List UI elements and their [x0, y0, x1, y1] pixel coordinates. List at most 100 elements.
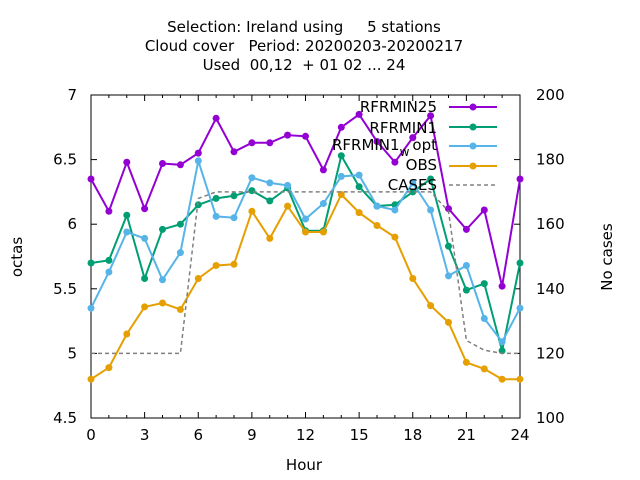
data-point — [141, 275, 149, 282]
y2-tick-label: 160 — [536, 215, 565, 233]
data-point — [159, 225, 166, 233]
data-point — [194, 157, 202, 165]
data-point — [480, 206, 488, 214]
data-point — [302, 215, 309, 223]
data-point — [462, 225, 470, 233]
data-point — [516, 375, 524, 383]
data-point — [445, 205, 452, 213]
chart-title: Selection: Ireland using 5 stations Clou… — [145, 18, 463, 74]
x-tick-label: 21 — [457, 426, 476, 444]
data-point — [462, 358, 470, 366]
y2-tick-label: 140 — [536, 280, 565, 298]
data-point — [427, 206, 435, 214]
data-point — [498, 375, 506, 383]
data-point — [159, 299, 166, 307]
data-point — [87, 259, 95, 267]
data-point — [266, 197, 274, 205]
data-point — [516, 304, 524, 312]
data-point — [248, 139, 256, 147]
legend-marker — [469, 162, 477, 170]
data-point — [337, 123, 345, 131]
data-point — [176, 161, 184, 169]
data-point — [337, 172, 345, 180]
x-tick-label: 24 — [510, 426, 529, 444]
data-point — [105, 256, 113, 264]
y-tick-label: 4.5 — [53, 409, 77, 427]
data-point — [212, 194, 220, 202]
data-point — [266, 234, 274, 242]
y2-axis-label: No cases — [598, 223, 616, 291]
data-point — [337, 191, 345, 198]
y2-tick-label: 100 — [536, 409, 565, 427]
data-point — [498, 338, 506, 346]
data-point — [230, 260, 238, 268]
data-point — [427, 175, 435, 183]
x-tick-label: 6 — [193, 426, 203, 444]
data-point — [409, 275, 417, 282]
data-point — [445, 242, 452, 250]
data-point — [355, 171, 363, 179]
data-point — [123, 330, 131, 338]
data-point — [176, 249, 184, 257]
x-axis-label: Hour — [286, 456, 323, 474]
data-point — [302, 228, 309, 236]
data-point — [337, 152, 345, 160]
plot-area-border — [90, 94, 521, 419]
legend-label-cases: CASES — [388, 176, 437, 194]
data-point — [319, 166, 327, 174]
data-point — [87, 375, 95, 383]
data-point — [373, 202, 381, 210]
data-point — [284, 131, 292, 139]
title-line-2: Cloud cover Period: 20200203-20200217 — [145, 37, 463, 55]
data-point — [266, 179, 274, 187]
data-point — [427, 302, 435, 310]
data-point — [302, 132, 309, 140]
data-point — [427, 112, 435, 120]
data-point — [87, 304, 95, 312]
data-point — [105, 207, 113, 215]
x-tick-label: 3 — [140, 426, 150, 444]
data-point — [480, 315, 488, 322]
y2-tick-label: 200 — [536, 86, 565, 104]
legend-marker — [469, 142, 477, 150]
data-point — [355, 183, 363, 191]
data-point — [248, 187, 256, 195]
data-point — [462, 286, 470, 294]
data-point — [248, 174, 256, 182]
data-point — [319, 200, 327, 207]
x-tick-label: 15 — [350, 426, 369, 444]
y2-tick-label: 180 — [536, 151, 565, 169]
legend-label-rfrmin1-wopt-main: RFRMIN1 — [332, 136, 400, 154]
x-tick-label: 9 — [247, 426, 257, 444]
data-point — [159, 276, 166, 284]
data-point — [176, 306, 184, 313]
data-point — [123, 158, 131, 166]
data-point — [373, 138, 381, 145]
legend-label-rfrmin1-wopt: RFRMIN1w opt — [332, 136, 437, 159]
data-point — [123, 228, 131, 236]
data-point — [445, 272, 452, 280]
data-point — [319, 228, 327, 236]
axis-ticks — [90, 94, 521, 419]
data-point — [248, 207, 256, 215]
legend-label-rfrmin25: RFRMIN25 — [360, 98, 437, 116]
data-point — [409, 134, 417, 142]
data-point — [194, 275, 202, 282]
legend-label-rfrmin1-wopt-sub: w — [400, 145, 410, 159]
data-point — [176, 220, 184, 228]
data-point — [194, 149, 202, 157]
data-point — [409, 179, 417, 187]
data-point — [355, 110, 363, 118]
data-point — [355, 209, 363, 217]
data-point — [212, 114, 220, 122]
data-point — [230, 214, 238, 222]
legend-label-obs: OBS — [406, 156, 437, 174]
series-layer — [87, 110, 524, 383]
data-point — [266, 139, 274, 147]
data-point — [284, 181, 292, 189]
data-point — [212, 262, 220, 269]
title-line-1: Selection: Ireland using 5 stations — [167, 18, 441, 36]
legend-marker — [469, 123, 477, 131]
series-line-rfrmin1 — [90, 153, 521, 352]
